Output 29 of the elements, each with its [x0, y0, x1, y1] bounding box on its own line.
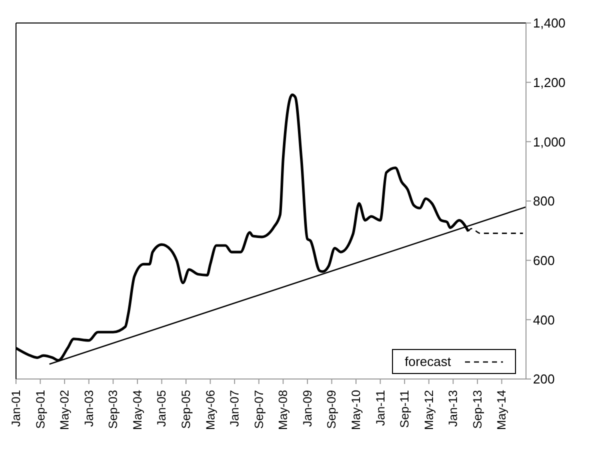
x-tick-label: May-08	[276, 390, 290, 430]
x-tick-label: Sep-13	[470, 390, 484, 429]
y-tick-label: 1,400	[533, 16, 566, 31]
x-tick-label: Jan-09	[300, 390, 314, 427]
y-tick-label: 1,200	[533, 74, 566, 90]
x-tick-label: Jan-05	[154, 390, 169, 427]
y-tick-label: 800	[533, 194, 555, 209]
x-tick-label: Sep-03	[106, 390, 120, 429]
x-tick-label: Sep-01	[33, 390, 48, 429]
x-tick-label: Jan-07	[228, 390, 242, 427]
x-tick-label: May-12	[422, 390, 436, 430]
x-tick-label: Jan-13	[446, 390, 460, 427]
x-tick-label: May-10	[349, 390, 363, 430]
x-tick-label: Sep-11	[398, 390, 412, 428]
x-tick-label: Jan-11	[373, 390, 388, 426]
x-tick-label: Sep-09	[324, 390, 339, 429]
x-tick-label: Sep-07	[252, 390, 266, 429]
y-tick-label: 600	[533, 252, 555, 268]
x-tick-label: Sep-05	[179, 390, 193, 429]
y-tick-label: 1,000	[533, 134, 566, 150]
x-tick-label: May-14	[494, 390, 509, 430]
x-tick-label: May-02	[58, 390, 72, 430]
y-tick-label: 200	[533, 372, 555, 387]
x-tick-label: Jan-03	[82, 390, 96, 427]
x-tick-label: Jan-01	[9, 390, 23, 427]
legend-label: forecast	[404, 354, 451, 369]
y-tick-label: 400	[533, 312, 555, 328]
x-tick-label: May-04	[130, 390, 144, 430]
x-tick-label: May-06	[203, 390, 218, 430]
